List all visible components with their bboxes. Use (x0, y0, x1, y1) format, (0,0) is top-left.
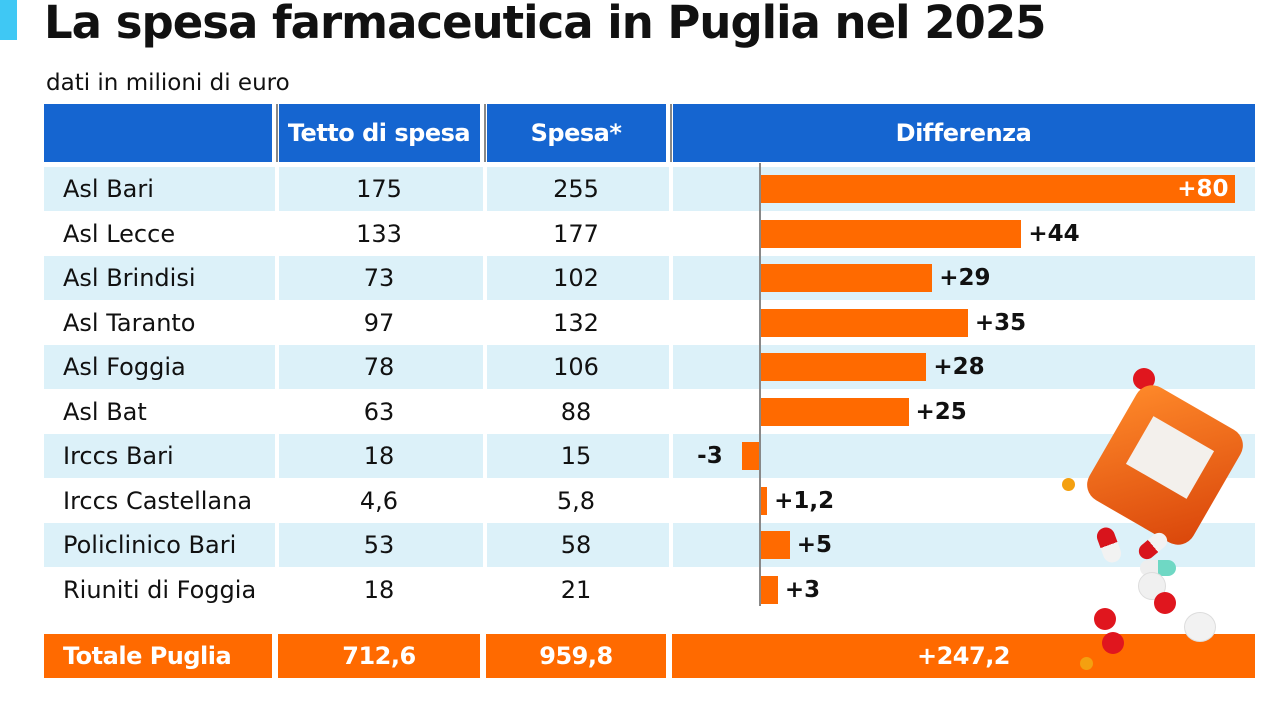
diff-bar (760, 575, 778, 604)
diff-label: +28 (933, 354, 985, 380)
row-stripe (44, 523, 1255, 567)
diff-label: +5 (796, 532, 832, 558)
row-name: Asl Lecce (63, 219, 176, 248)
total-spesa: 959,8 (486, 634, 666, 678)
diff-label: +3 (784, 576, 821, 603)
header-name (44, 104, 272, 162)
diff-bar (760, 175, 1236, 203)
row-name: Irccs Castellana (63, 486, 253, 515)
row-name: Asl Foggia (63, 353, 186, 381)
row-spesa: 58 (560, 531, 592, 559)
diff-label: +29 (939, 265, 991, 291)
row-name: Irccs Bari (63, 442, 174, 470)
total-tetto: 712,6 (278, 634, 480, 678)
diff-bar (760, 264, 933, 292)
row-tetto: 73 (363, 264, 395, 292)
row-name: Asl Bat (63, 397, 147, 426)
total-name: Totale Puglia (44, 634, 272, 678)
diff-bar (760, 219, 1022, 248)
page-title: La spesa farmaceutica in Puglia nel 2025 (44, 0, 1046, 49)
row-tetto: 4,6 (359, 486, 399, 515)
diff-bar (760, 353, 927, 381)
row-tetto: 18 (363, 575, 395, 604)
row-tetto: 78 (363, 353, 395, 381)
diff-bar (742, 442, 760, 470)
row-tetto: 63 (363, 397, 395, 426)
diff-bar (760, 486, 768, 515)
row-tetto: 175 (356, 175, 402, 203)
diff-label: -3 (697, 443, 723, 469)
row-name: Riuniti di Foggia (63, 575, 257, 604)
diff-label: +80 (1177, 176, 1229, 202)
diff-bar (760, 531, 790, 559)
row-tetto: 133 (356, 219, 402, 248)
accent-bar (0, 0, 17, 40)
row-tetto: 18 (363, 442, 395, 470)
row-spesa: 102 (553, 264, 599, 292)
row-spesa: 255 (553, 175, 599, 203)
column-gap (483, 104, 487, 678)
row-stripe (44, 345, 1255, 389)
row-spesa: 21 (560, 575, 592, 604)
diff-label: +25 (915, 398, 967, 425)
column-divider (670, 104, 672, 162)
diff-bar (760, 397, 909, 426)
column-gap (669, 104, 673, 678)
row-name: Policlinico Bari (63, 531, 237, 559)
diff-label: +44 (1028, 220, 1080, 247)
zero-axis (759, 163, 761, 606)
row-spesa: 177 (553, 219, 599, 248)
row-stripe (44, 434, 1255, 478)
header-spesa: Spesa* (486, 104, 666, 162)
column-gap (275, 104, 279, 678)
header-differenza: Differenza (672, 104, 1255, 162)
row-stripe (44, 256, 1255, 300)
row-spesa: 15 (560, 442, 592, 470)
row-spesa: 132 (553, 308, 599, 337)
row-spesa: 106 (553, 353, 599, 381)
column-divider (484, 104, 486, 162)
row-tetto: 97 (363, 308, 395, 337)
total-diff: +247,2 (672, 634, 1255, 678)
row-spesa: 5,8 (556, 486, 596, 515)
row-name: Asl Bari (63, 175, 154, 203)
row-name: Asl Brindisi (63, 264, 196, 292)
row-spesa: 88 (560, 397, 592, 426)
column-divider (276, 104, 278, 162)
diff-label: +1,2 (774, 487, 835, 514)
row-name: Asl Taranto (63, 308, 196, 337)
diff-label: +35 (974, 309, 1027, 336)
subtitle: dati in milioni di euro (46, 70, 290, 96)
diff-bar (760, 308, 968, 337)
header-tetto: Tetto di spesa (278, 104, 480, 162)
row-tetto: 53 (363, 531, 395, 559)
